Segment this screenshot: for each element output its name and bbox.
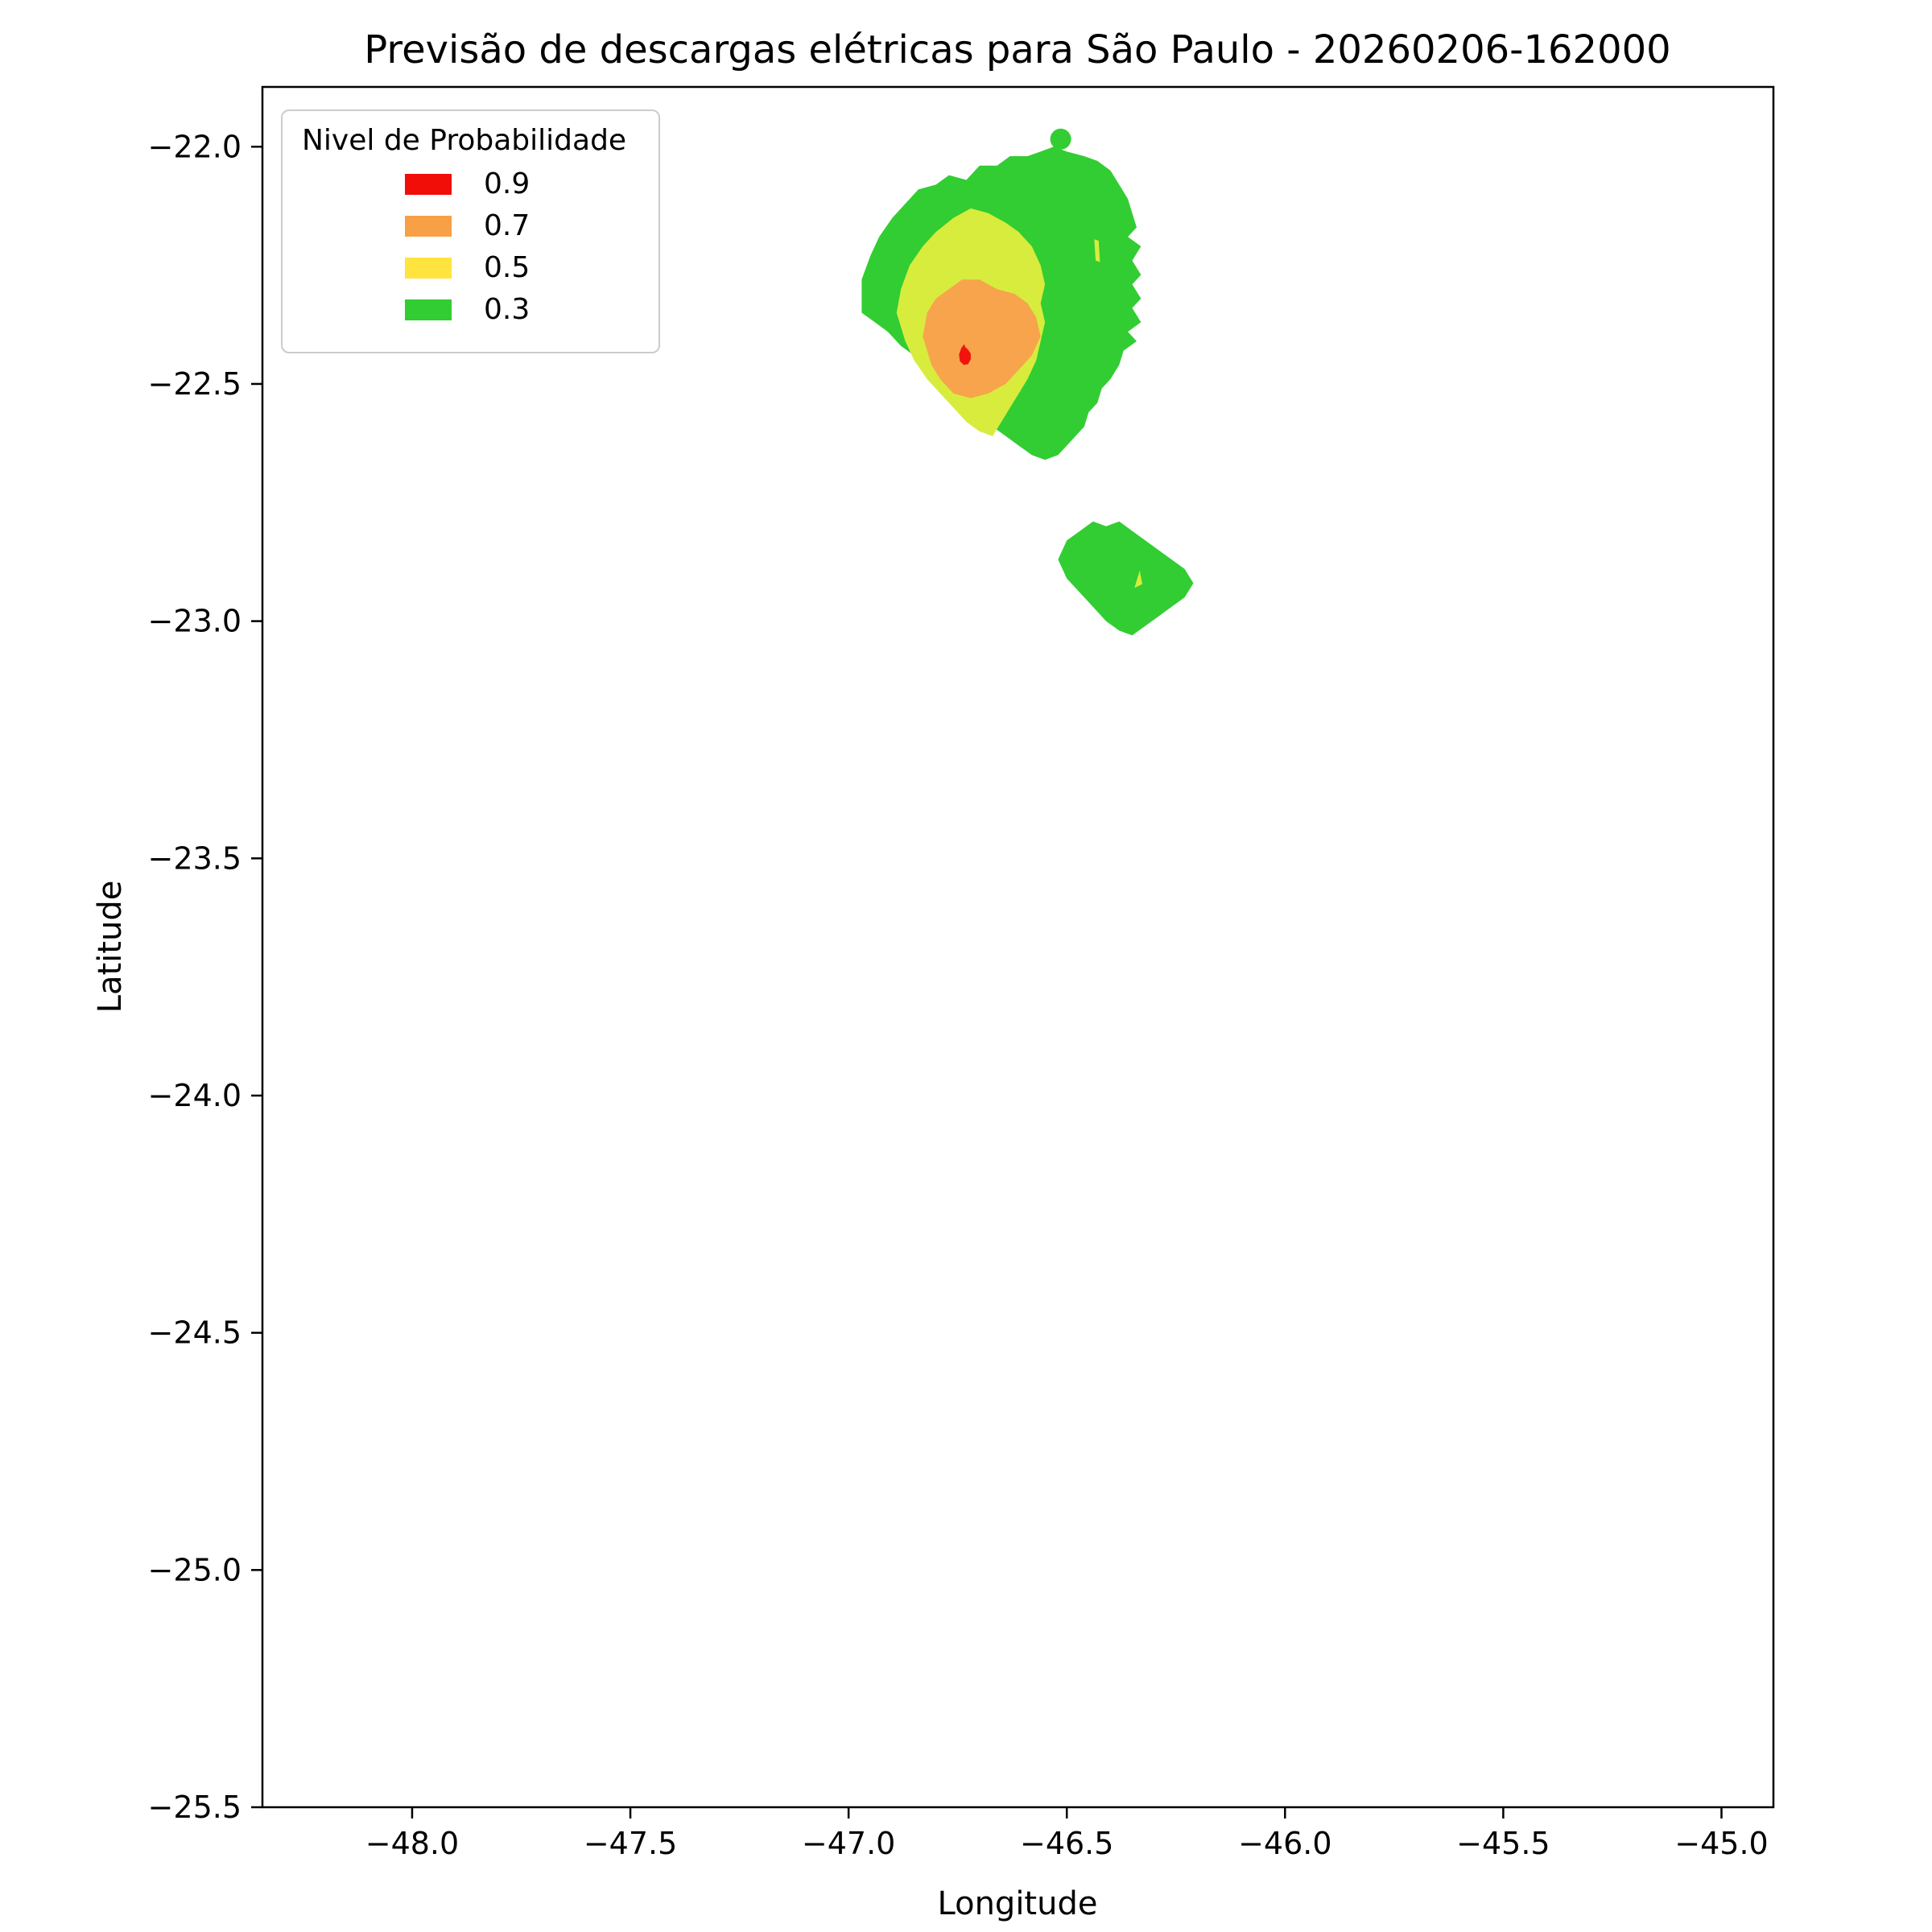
- legend-entries: 0.9 0.7 0.5 0.3: [302, 170, 626, 324]
- y-tick-label: −22.0: [148, 129, 242, 164]
- legend: Nivel de Probabilidade 0.9 0.7 0.5 0.3: [281, 109, 661, 353]
- y-tick-label: −25.0: [148, 1552, 242, 1587]
- contour-region-storm-cell-1-prob-50-sliver: [1094, 239, 1100, 262]
- contour-regions: [861, 128, 1194, 636]
- y-tick-label: −25.5: [148, 1790, 242, 1825]
- y-tick-label: −23.0: [148, 604, 242, 639]
- chart-title: Previsão de descargas elétricas para São…: [364, 27, 1670, 72]
- x-tick-label: −47.5: [584, 1826, 677, 1861]
- contour-region-storm-cell-2-prob-50-speck: [1134, 570, 1142, 588]
- x-tick-label: −45.0: [1674, 1826, 1768, 1861]
- legend-label: 0.7: [484, 209, 530, 242]
- x-tick-label: −46.0: [1238, 1826, 1331, 1861]
- x-tick-label: −48.0: [365, 1826, 459, 1861]
- axis-ticks: −48.0 −47.5 −47.0 −46.5 −46.0 −45.5 −45.0 −22.0…: [148, 129, 1769, 1861]
- legend-row: 0.5: [405, 254, 626, 283]
- legend-swatch-0.9: [405, 174, 452, 195]
- x-axis-label: Longitude: [938, 1885, 1098, 1922]
- legend-row: 0.7: [405, 212, 626, 241]
- y-tick-label: −22.5: [148, 366, 242, 402]
- storm-cell-3-prob-30-dot: [1050, 128, 1071, 150]
- legend-label: 0.5: [484, 251, 530, 284]
- contour-region-storm-cell-1-prob-90: [959, 344, 971, 365]
- legend-swatch-0.7: [405, 216, 452, 237]
- y-tick-label: −24.0: [148, 1078, 242, 1113]
- y-axis-label: Latitude: [92, 881, 129, 1013]
- y-tick-label: −24.5: [148, 1315, 242, 1351]
- x-tick-label: −45.5: [1456, 1826, 1550, 1861]
- x-tick-label: −46.5: [1020, 1826, 1113, 1861]
- legend-label: 0.9: [484, 167, 530, 200]
- legend-title: Nivel de Probabilidade: [302, 124, 627, 157]
- legend-row: 0.9: [405, 170, 626, 199]
- legend-swatch-0.5: [405, 258, 452, 279]
- contour-region-storm-cell-2-prob-30: [1058, 521, 1194, 636]
- legend-label: 0.3: [484, 293, 530, 326]
- x-tick-label: −47.0: [802, 1826, 895, 1861]
- y-tick-label: −23.5: [148, 840, 242, 876]
- legend-row: 0.3: [405, 295, 626, 324]
- plot-frame: [261, 85, 1775, 1809]
- legend-swatch-0.3: [405, 299, 452, 320]
- contour-region-storm-cell-1-prob-70: [923, 279, 1041, 398]
